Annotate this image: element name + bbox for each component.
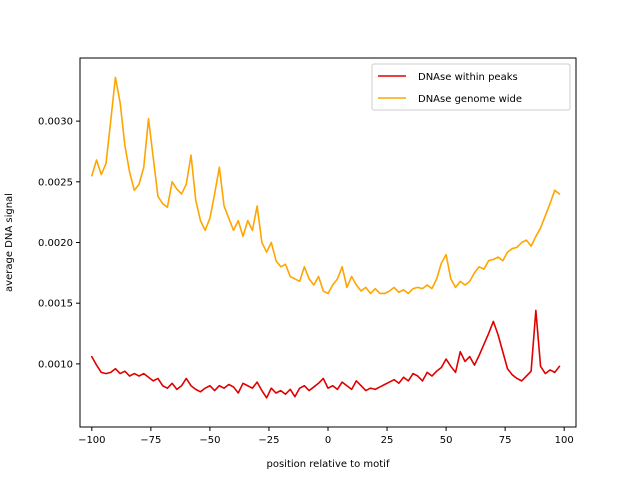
y-tick-label: 0.0030 <box>38 117 73 128</box>
x-axis: −100 −75 −50 −25 0 25 50 75 100 <box>78 427 574 446</box>
series-line-0 <box>91 309 561 399</box>
series-line-1 <box>91 76 561 295</box>
y-axis: 0.0010 0.0015 0.0020 0.0025 0.0030 <box>38 117 80 370</box>
x-axis-label: position relative to motif <box>267 459 390 470</box>
x-tick-label: −25 <box>258 435 279 446</box>
series-layer <box>91 76 561 399</box>
legend-label-genome-wide: DNAse genome wide <box>418 94 522 105</box>
legend-box <box>371 63 571 111</box>
x-tick-label: 25 <box>381 435 394 446</box>
legend: DNAse within peaks DNAse genome wide <box>371 63 571 111</box>
legend-label-within-peaks: DNAse within peaks <box>418 72 518 83</box>
x-tick-label: −50 <box>199 435 220 446</box>
y-tick-label: 0.0010 <box>38 359 73 370</box>
x-tick-label: −75 <box>140 435 161 446</box>
x-tick-label: 100 <box>555 435 574 446</box>
x-tick-label: 50 <box>440 435 453 446</box>
y-axis-label: average DNA signal <box>4 193 15 292</box>
x-tick-label: 0 <box>325 435 331 446</box>
y-tick-label: 0.0025 <box>38 177 73 188</box>
x-tick-label: −100 <box>78 435 105 446</box>
plot-area <box>80 58 576 427</box>
y-tick-label: 0.0020 <box>38 238 73 249</box>
y-tick-label: 0.0015 <box>38 299 73 310</box>
x-tick-label: 75 <box>499 435 512 446</box>
